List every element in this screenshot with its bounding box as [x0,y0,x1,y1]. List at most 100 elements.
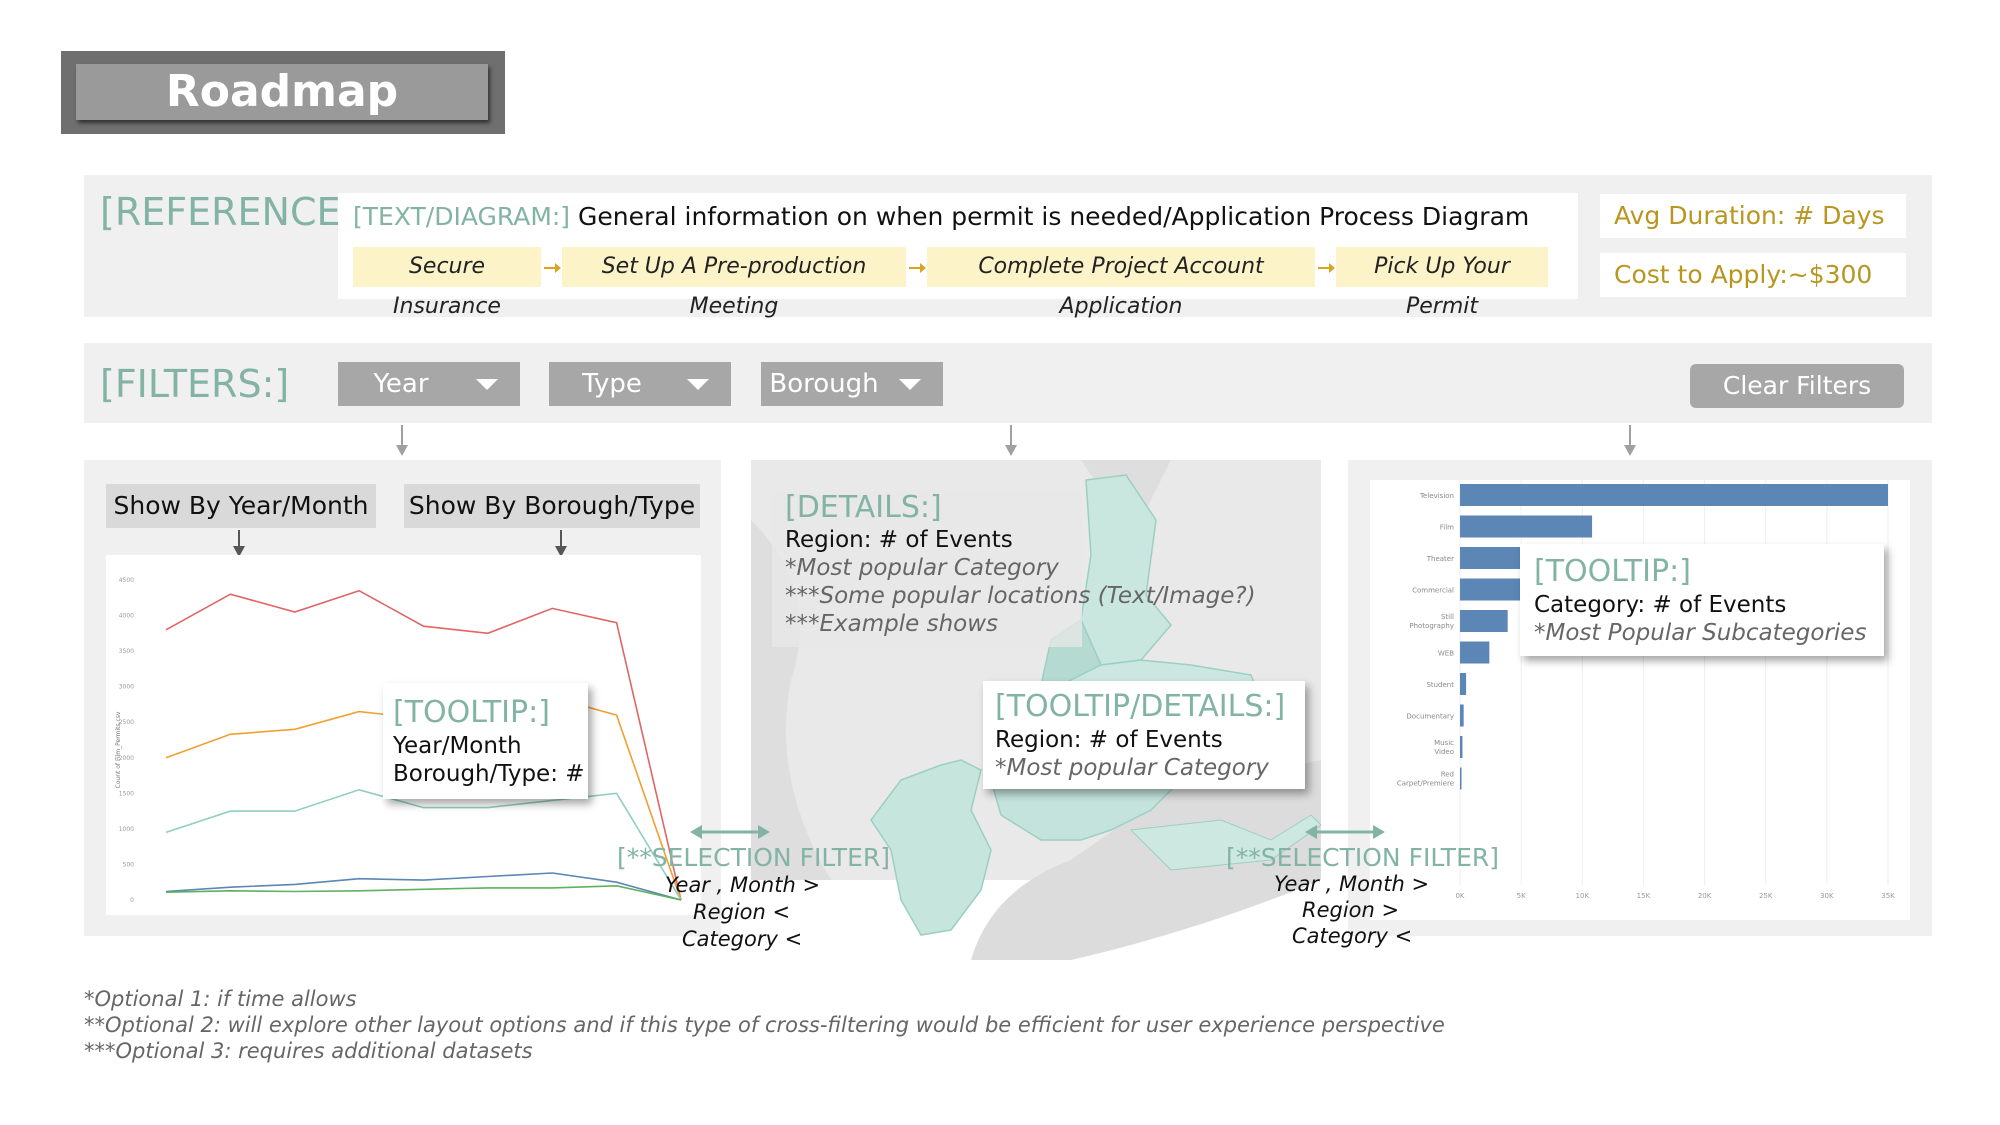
chevron-down-icon [476,379,498,390]
tooltip-details-line-2: *Most popular Category [995,755,1269,781]
x-tick-label: 35K [1881,892,1895,900]
details-line-1: Region: # of Events [785,527,1013,553]
details-line-4: ***Example shows [785,611,999,637]
bar [1460,484,1888,506]
line-series-2 [165,788,682,901]
x-tick-label: 20K [1698,892,1712,900]
chevron-down-icon [899,379,921,390]
tooltip-details-line-1: Region: # of Events [995,727,1223,753]
category-label: Still [1441,613,1454,621]
details-line-2: *Most popular Category [785,555,1059,581]
map-staten-island [870,759,992,936]
x-tick-label: 25K [1759,892,1773,900]
category-label: Red [1441,771,1454,779]
map-tooltip-details: [TOOLTIP/DETAILS:] Region: # of Events *… [983,681,1305,789]
selection-filter-left-line-3: Category < [682,927,803,951]
x-tick-label: 10K [1576,892,1590,900]
category-label: Documentary [1406,713,1454,721]
show-by-borough-type-button[interactable]: Show By Borough/Type [404,484,700,528]
footnote-3: ***Optional 3: requires additional datas… [84,1039,533,1063]
bar-tooltip-heading: [TOOLTIP:] [1534,554,1691,589]
selection-filter-right-heading: [**SELECTION FILTER] [1226,843,1499,872]
type-dropdown-label: Type [582,369,642,399]
arrow-right-icon [909,263,926,273]
selection-filter-left-heading: [**SELECTION FILTER] [617,843,890,872]
step-secure-insurance: Secure Insurance [353,247,541,319]
map-bronx [1080,474,1172,666]
arrow-right-icon [544,263,561,273]
double-arrow-icon [690,825,770,839]
bar [1460,736,1463,758]
y-tick-label: 2500 [119,719,134,726]
year-dropdown[interactable]: Year [338,362,520,406]
category-label: Music [1434,739,1454,747]
y-tick-label: 3500 [119,648,134,655]
bar [1460,515,1593,538]
text-diagram-heading: [TEXT/DIAGRAM:] General information on w… [353,202,1529,231]
map-land-west [751,520,831,880]
details-line-3: ***Some popular locations (Text/Image?) [785,583,1256,609]
bar-tooltip-line-2: *Most Popular Subcategories [1534,620,1867,646]
y-tick-label: 500 [123,861,135,868]
reference-label: [REFERENCE:] [100,190,369,234]
y-tick-label: 4000 [119,613,134,620]
bar [1460,767,1462,790]
category-label: WEB [1438,650,1454,658]
line-series-0 [165,589,682,901]
step-pick-up-permit: Pick Up Your Permit [1336,247,1548,319]
page-title: Roadmap [76,64,488,120]
selection-filter-right-line-2: Region > [1302,898,1400,922]
selection-filter-right-line-3: Category < [1292,924,1413,948]
y-tick-label: 1000 [119,826,134,833]
tooltip-heading: [TOOLTIP:] [393,695,550,730]
line-series-3 [165,872,682,901]
line-tooltip: [TOOLTIP:] Year/Month Borough/Type: # [383,683,588,799]
text-diagram-tag: [TEXT/DIAGRAM:] [353,202,571,231]
bar-tooltip: [TOOLTIP:] Category: # of Events *Most P… [1520,544,1884,656]
bar [1460,547,1534,569]
x-tick-label: 5K [1517,892,1526,900]
text-diagram-desc: General information on when permit is ne… [578,202,1530,231]
borough-dropdown[interactable]: Borough [761,362,943,406]
show-by-year-month-button[interactable]: Show By Year/Month [106,484,376,528]
step-preproduction-meeting: Set Up A Pre-production Meeting [562,247,906,319]
x-tick-label: 0K [1455,892,1464,900]
y-tick-label: 2000 [119,755,134,762]
category-label: Theater [1426,555,1454,563]
tooltip-details-heading: [TOOLTIP/DETAILS:] [995,689,1286,724]
y-tick-label: 4500 [119,577,134,584]
filters-label: [FILTERS:] [100,362,290,406]
bar [1460,578,1524,601]
bar [1460,704,1464,727]
category-label: Commercial [1412,587,1454,595]
clear-filters-button[interactable]: Clear Filters [1690,364,1904,408]
arrow-right-icon [1318,263,1335,273]
x-tick-label: 30K [1820,892,1834,900]
selection-filter-left-line-1: Year , Month > [665,873,821,897]
category-label: Photography [1409,622,1454,630]
cost-box: Cost to Apply:~$300 [1600,253,1906,297]
type-dropdown[interactable]: Type [549,362,731,406]
category-label: Film [1440,524,1454,532]
double-arrow-icon [1305,825,1385,839]
bar-tooltip-line-1: Category: # of Events [1534,592,1787,618]
bar [1460,641,1490,664]
bar [1460,673,1467,695]
details-heading: [DETAILS:] [785,490,942,525]
y-axis-label: Count of Film_Permits.csv [115,711,122,788]
details-overlay [772,492,1082,647]
y-tick-label: 3000 [119,684,134,691]
arrow-down-icon [1005,425,1017,456]
category-label: Carpet/Premiere [1397,780,1454,788]
tooltip-line-2: Borough/Type: # [393,761,585,787]
map-land-south [971,760,1321,960]
year-dropdown-label: Year [373,369,429,399]
arrow-down-icon [555,530,567,557]
category-label: Student [1426,681,1454,689]
footnote-2: **Optional 2: will explore other layout … [84,1013,1445,1037]
bar [1460,610,1508,632]
chevron-down-icon [687,379,709,390]
arrow-down-icon [396,425,408,456]
avg-duration-box: Avg Duration: # Days [1600,194,1906,238]
line-series-4 [165,884,682,901]
